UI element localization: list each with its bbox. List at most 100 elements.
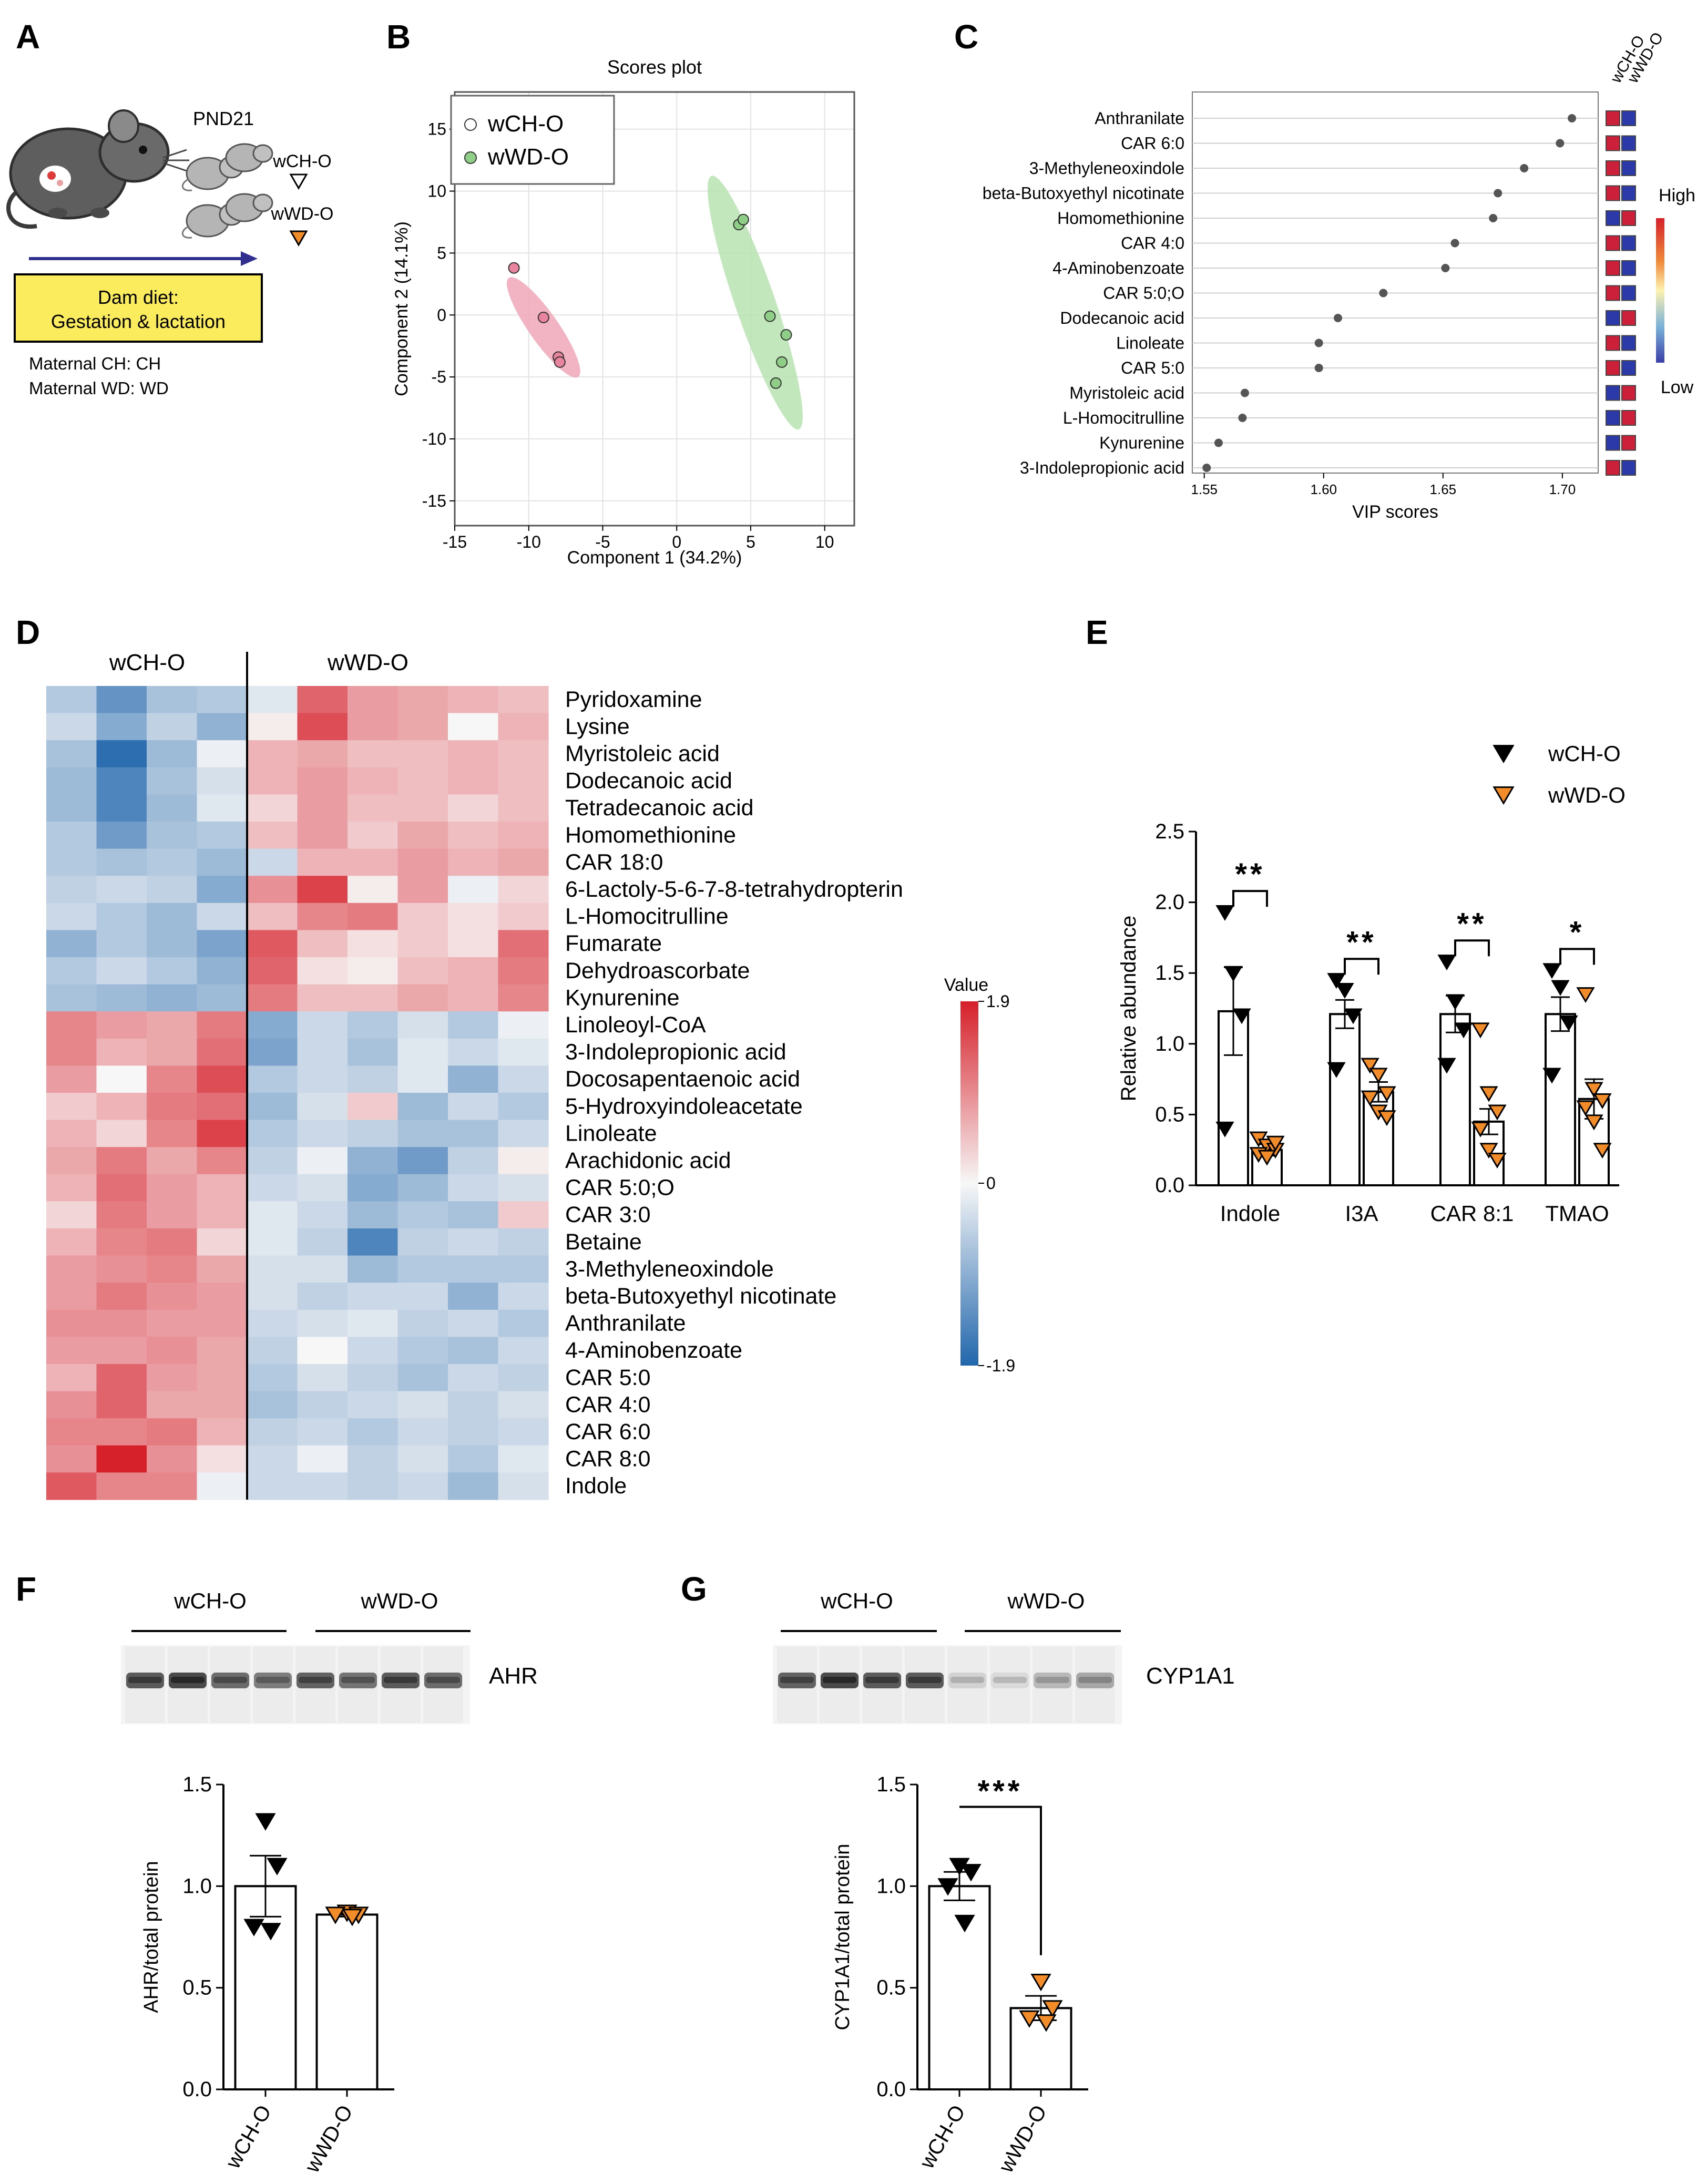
- heatmap-cell: [147, 686, 198, 714]
- heatmap-cell: [498, 1201, 549, 1229]
- heatmap-cell: [96, 1174, 147, 1202]
- heatmap-cell: [347, 1147, 398, 1175]
- score-point: [776, 356, 788, 368]
- feature-label: CAR 5:0: [1121, 358, 1184, 377]
- heatmap-cell: [498, 1228, 549, 1256]
- heatmap-cell: [247, 1120, 298, 1147]
- heatmap-cell: [397, 1255, 448, 1283]
- vip-cell-wch: [1606, 360, 1620, 376]
- bar: [1545, 1013, 1576, 1186]
- heatmap-cell: [297, 1147, 348, 1175]
- bar: [1329, 1013, 1361, 1186]
- heatmap-cell: [247, 930, 298, 958]
- heatmap-cell: [498, 1283, 549, 1310]
- x-tick-label: -10: [517, 532, 541, 551]
- panel-label-a: A: [16, 18, 40, 56]
- heatmap-cell: [46, 713, 97, 741]
- heatmap-cell: [96, 1472, 147, 1500]
- panel-label-g: G: [681, 1570, 707, 1608]
- heatmap-cell: [297, 903, 348, 930]
- y-tick-label: 1.0: [876, 1874, 906, 1898]
- heatmap-cell: [147, 957, 198, 985]
- heatmap-cell: [448, 740, 499, 768]
- data-point-triangle: [1344, 1008, 1363, 1024]
- y-tick-label: 0: [437, 305, 446, 324]
- heatmap-cell: [297, 1337, 348, 1365]
- maternal-wd-label: Maternal WD: WD: [29, 378, 169, 398]
- heatmap-cell: [46, 1309, 97, 1337]
- heatmap-cell: [96, 1364, 147, 1392]
- heatmap-cell: [147, 1255, 198, 1283]
- blot-band-core: [128, 1677, 162, 1683]
- heatmap-cell: [197, 1228, 248, 1256]
- heatmap-cell: [247, 1201, 298, 1229]
- heatmap-row-label: Pyridoxamine: [565, 687, 702, 712]
- heatmap-cell: [96, 1065, 147, 1093]
- data-point-triangle: [1576, 987, 1595, 1003]
- heatmap-cell: [96, 1201, 147, 1229]
- heatmap-cell: [498, 713, 549, 741]
- heatmap-cell: [498, 1093, 549, 1121]
- ahr-western-blot: wCH-O wWD-O AHR: [121, 1588, 538, 1724]
- x-tick-label: 1.65: [1430, 481, 1457, 497]
- heatmap-cell: [397, 930, 448, 958]
- heatmap-cell: [247, 1147, 298, 1175]
- y-tick-label: 2.0: [1155, 891, 1184, 914]
- x-tick-label: 0: [672, 532, 681, 551]
- heatmap-cell: [197, 767, 248, 795]
- heatmap-cell: [46, 930, 97, 958]
- data-point-triangle: [1258, 1150, 1276, 1166]
- heatmap-row-label: Betaine: [565, 1229, 642, 1255]
- significance-bracket: [1454, 939, 1490, 957]
- heatmap-cell: [197, 1011, 248, 1039]
- blot-f-label-wwd: wWD-O: [361, 1588, 438, 1613]
- data-point-triangle: [1224, 966, 1243, 982]
- heatmap-cell: [448, 794, 499, 822]
- heatmap-cell: [448, 1011, 499, 1039]
- vip-cell-wwd: [1621, 360, 1636, 376]
- blot-band-core: [1036, 1677, 1069, 1683]
- significance-stars: **: [1457, 907, 1487, 941]
- vip-cell-wwd: [1621, 210, 1636, 226]
- heatmap-cell: [197, 1255, 248, 1283]
- heatmap-cell: [498, 848, 549, 876]
- confidence-ellipse-wch: [507, 277, 580, 378]
- data-point-triangle: [1215, 905, 1234, 921]
- heatmap-cell: [397, 1391, 448, 1419]
- heatmap-cell: [197, 822, 248, 849]
- heatmap-cell: [347, 876, 398, 904]
- heatmap-cell: [448, 1309, 499, 1337]
- heatmap-cell: [397, 1201, 448, 1229]
- data-point-triangle: [1030, 1973, 1051, 1992]
- score-point: [780, 329, 792, 341]
- data-point-triangle: [1471, 1022, 1490, 1039]
- heatmap-cell: [297, 686, 348, 714]
- data-point-triangle: [1585, 1114, 1603, 1131]
- heatmap-cell: [347, 848, 398, 876]
- feature-label: 4-Aminobenzoate: [1052, 259, 1184, 278]
- pup-mouse-icon: [182, 143, 273, 191]
- heatmap-cell: [247, 876, 298, 904]
- heatmap-cell: [247, 1228, 298, 1256]
- heatmap-cell: [347, 903, 398, 930]
- heatmap-cell: [448, 1418, 499, 1446]
- heatmap-cell: [197, 1201, 248, 1229]
- heatmap-cell: [197, 713, 248, 741]
- heatmap-cell: [347, 1418, 398, 1446]
- heatmap-cell: [347, 1174, 398, 1202]
- data-point-triangle: [1335, 983, 1354, 999]
- heatmap-row-label: 3-Indolepropionic acid: [565, 1040, 786, 1065]
- vip-point: [1314, 339, 1323, 347]
- heatmap-cell: [397, 876, 448, 904]
- heatmap-cell: [197, 1337, 248, 1365]
- y-axis-label: Component 2 (14.1%): [392, 221, 412, 396]
- heatmap-cell: [498, 1120, 549, 1147]
- heatmap-cell: [96, 1283, 147, 1310]
- data-point-triangle: [260, 1923, 281, 1941]
- vip-cell-wch: [1606, 285, 1620, 301]
- feature-label: CAR 4:0: [1121, 234, 1184, 253]
- heatmap-cell: [448, 984, 499, 1012]
- heatmap-cell: [397, 848, 448, 876]
- y-tick-label: 0.5: [182, 1976, 212, 2000]
